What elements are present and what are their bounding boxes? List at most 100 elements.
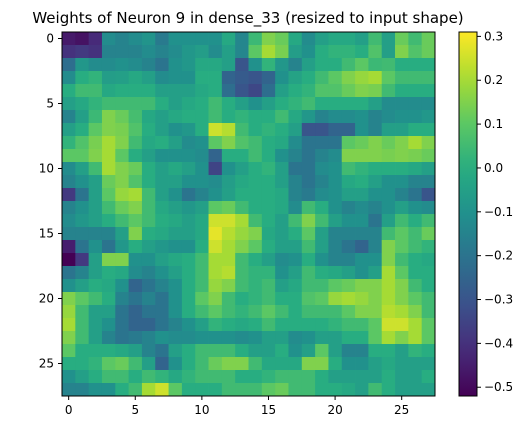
heatmap-cell	[288, 110, 303, 124]
heatmap-cell	[128, 136, 143, 150]
heatmap-cell	[181, 240, 196, 254]
heatmap-cell	[368, 266, 383, 280]
heatmap-cell	[341, 123, 356, 137]
heatmap-cell	[421, 110, 436, 124]
heatmap-cell	[275, 162, 289, 176]
heatmap-cell	[88, 123, 103, 137]
heatmap-cell	[355, 188, 369, 202]
heatmap-cell	[355, 32, 369, 46]
heatmap-cell	[128, 370, 143, 384]
heatmap-cell	[101, 201, 116, 215]
heatmap-cell	[261, 32, 276, 46]
heatmap-cell	[408, 240, 423, 254]
heatmap-cell	[208, 84, 223, 98]
heatmap-cell	[248, 370, 263, 384]
heatmap-cell	[235, 292, 249, 306]
heatmap-cell	[168, 149, 183, 163]
heatmap-cell	[328, 266, 343, 280]
heatmap-cell	[408, 71, 423, 85]
heatmap-cell	[421, 279, 436, 293]
colorbar-tick-label: 0.0	[484, 161, 503, 175]
heatmap-cell	[101, 71, 116, 85]
heatmap-cell	[421, 58, 436, 72]
heatmap-cell	[341, 45, 356, 59]
heatmap-cell	[421, 305, 436, 319]
heatmap-cell	[421, 136, 436, 150]
heatmap-cell	[62, 357, 76, 371]
heatmap-cell	[141, 84, 156, 98]
heatmap-cell	[395, 370, 409, 384]
heatmap-cell	[195, 97, 209, 111]
heatmap-cell	[221, 110, 236, 124]
heatmap-cell	[355, 227, 369, 241]
heatmap-cell	[395, 110, 409, 124]
heatmap-cell	[141, 58, 156, 72]
heatmap-cell	[248, 71, 263, 85]
heatmap-cell	[368, 253, 383, 267]
heatmap-cell	[208, 188, 223, 202]
heatmap-cell	[235, 214, 249, 228]
heatmap-cell	[88, 240, 103, 254]
heatmap-cell	[261, 175, 276, 189]
heatmap-cell	[235, 253, 249, 267]
heatmap-cell	[341, 344, 356, 358]
heatmap-cell	[328, 214, 343, 228]
heatmap-cell	[341, 279, 356, 293]
heatmap-cell	[301, 188, 316, 202]
heatmap-cell	[248, 227, 263, 241]
heatmap-cell	[315, 292, 329, 306]
heatmap-cell	[141, 292, 156, 306]
heatmap-cell	[408, 344, 423, 358]
heatmap-cell	[195, 45, 209, 59]
heatmap-cell	[395, 253, 409, 267]
heatmap-cell	[155, 201, 169, 215]
heatmap-cell	[168, 188, 183, 202]
heatmap-cell	[341, 292, 356, 306]
heatmap-cell	[62, 97, 76, 111]
heatmap-cell	[141, 175, 156, 189]
heatmap-cell	[88, 162, 103, 176]
heatmap-cell	[381, 240, 396, 254]
heatmap-cell	[368, 45, 383, 59]
heatmap-cell	[328, 110, 343, 124]
heatmap-cell	[288, 84, 303, 98]
heatmap-cell	[328, 84, 343, 98]
heatmap-cell	[128, 58, 143, 72]
heatmap-cell	[408, 162, 423, 176]
heatmap-cell	[288, 97, 303, 111]
heatmap-cell	[301, 32, 316, 46]
heatmap-cell	[141, 123, 156, 137]
heatmap-cell	[248, 331, 263, 345]
heatmap-cell	[421, 383, 436, 397]
heatmap-cell	[181, 136, 196, 150]
heatmap-cell	[141, 253, 156, 267]
heatmap-cell	[355, 253, 369, 267]
heatmap-cell	[168, 240, 183, 254]
heatmap-cell	[301, 136, 316, 150]
heatmap-cell	[88, 370, 103, 384]
heatmap-cell	[315, 45, 329, 59]
heatmap-cell	[181, 266, 196, 280]
heatmap-cell	[155, 292, 169, 306]
heatmap-cell	[301, 266, 316, 280]
heatmap-cell	[395, 84, 409, 98]
y-axis: 0 5 10 15 20 25	[39, 32, 62, 371]
heatmap-cell	[328, 162, 343, 176]
heatmap-cell	[328, 71, 343, 85]
heatmap-cell	[88, 292, 103, 306]
heatmap-cell	[181, 357, 196, 371]
heatmap-cell	[328, 331, 343, 345]
heatmap-cell	[328, 383, 343, 397]
heatmap-cell	[75, 201, 90, 215]
heatmap-cell	[235, 305, 249, 319]
heatmap-cell	[115, 84, 130, 98]
heatmap-cell	[128, 383, 143, 397]
heatmap-cell	[195, 240, 209, 254]
heatmap-cell	[115, 253, 130, 267]
heatmap-cell	[101, 266, 116, 280]
heatmap-cell	[88, 84, 103, 98]
heatmap-cell	[421, 292, 436, 306]
heatmap-cell	[301, 383, 316, 397]
heatmap-cell	[88, 305, 103, 319]
heatmap-cell	[261, 318, 276, 332]
